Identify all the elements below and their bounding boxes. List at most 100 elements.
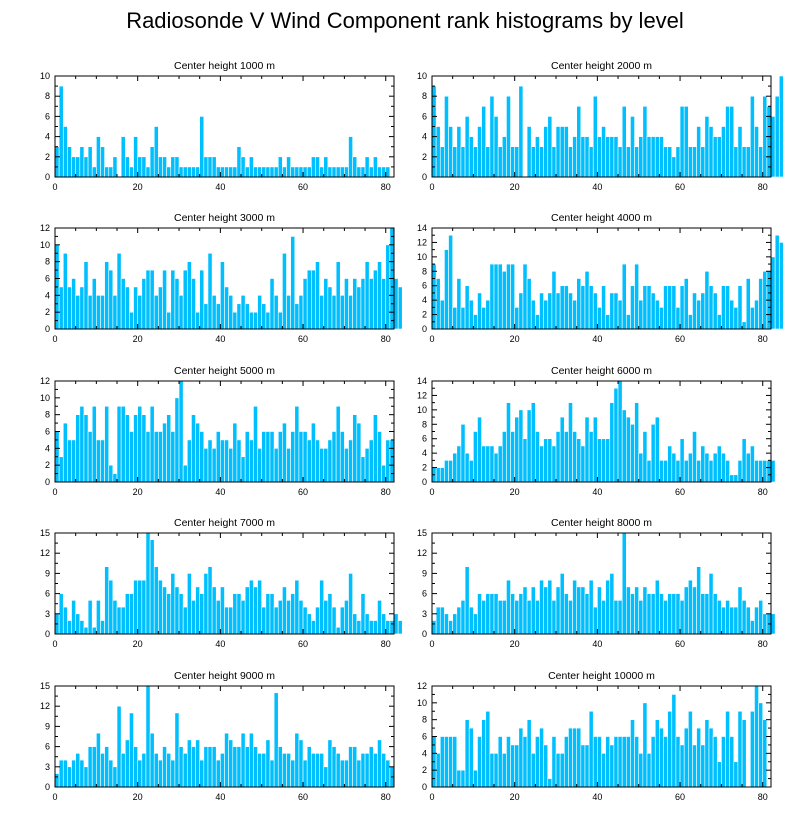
- histogram-bar: [729, 105, 735, 178]
- histogram-bar: [306, 439, 312, 483]
- histogram-bar: [195, 586, 200, 635]
- histogram-bar: [257, 448, 263, 483]
- histogram-bar: [708, 573, 714, 635]
- histogram-bar: [630, 116, 635, 178]
- histogram-bar: [646, 753, 652, 788]
- chart-title: Radiosonde V Wind Component rank histogr…: [126, 8, 684, 33]
- histogram-bar: [244, 746, 250, 788]
- histogram-bar: [497, 736, 503, 788]
- histogram-bar: [543, 299, 549, 330]
- histogram-bar: [497, 263, 503, 330]
- histogram-bar: [58, 286, 64, 330]
- histogram-bar: [286, 156, 291, 178]
- histogram-bar: [87, 146, 93, 178]
- histogram-bar: [551, 736, 557, 788]
- histogram-bar: [634, 736, 640, 788]
- histogram-bar: [298, 739, 304, 788]
- histogram-bar: [158, 286, 163, 330]
- histogram-bar: [290, 236, 296, 330]
- histogram-bar: [683, 278, 689, 330]
- histogram-bar: [228, 448, 234, 483]
- histogram-bar: [277, 746, 283, 788]
- histogram-bar: [601, 600, 606, 635]
- histogram-bar: [439, 606, 445, 635]
- histogram-bar: [306, 166, 312, 178]
- x-tick-label: 80: [381, 792, 391, 802]
- histogram-bar: [191, 166, 196, 178]
- histogram-bar: [729, 299, 735, 330]
- histogram-bar: [356, 620, 362, 635]
- histogram-bar: [448, 620, 453, 635]
- histogram-bar: [158, 156, 163, 178]
- histogram-bar: [626, 314, 631, 330]
- histogram-bar: [559, 753, 565, 788]
- histogram-bar: [733, 761, 739, 788]
- histogram-bar: [203, 746, 209, 788]
- histogram-bar: [377, 261, 382, 330]
- histogram-bar: [539, 146, 544, 178]
- histogram-bar: [273, 295, 279, 330]
- histogram-bar: [733, 606, 739, 635]
- histogram-bar: [112, 600, 118, 635]
- histogram-bar: [348, 295, 353, 330]
- x-tick-label: 60: [298, 182, 308, 192]
- histogram-bar: [576, 278, 582, 330]
- histogram-bar: [253, 166, 258, 178]
- histogram-bar: [207, 156, 213, 178]
- histogram-bar: [294, 166, 300, 178]
- histogram-bar: [675, 460, 681, 483]
- histogram-bar: [617, 299, 623, 330]
- histogram-bar: [642, 105, 648, 178]
- histogram-bar: [120, 278, 126, 330]
- histogram-bar: [232, 593, 238, 635]
- histogram-bar: [518, 409, 524, 483]
- histogram-bar: [153, 753, 159, 788]
- y-tick-label: 6: [422, 589, 427, 599]
- histogram-bar: [273, 606, 279, 635]
- histogram-bar: [621, 263, 627, 330]
- histogram-bar: [257, 579, 263, 635]
- histogram-bar: [526, 278, 532, 330]
- panel-title: Center height 8000 m: [551, 517, 652, 529]
- histogram-bar: [481, 719, 487, 788]
- y-tick-label: 10: [40, 71, 50, 81]
- histogram-bar: [555, 586, 561, 635]
- histogram-bar: [62, 759, 68, 788]
- histogram-bar: [294, 732, 300, 788]
- x-tick-label: 20: [510, 487, 520, 497]
- x-tick-label: 60: [298, 487, 308, 497]
- histogram-bar: [261, 753, 267, 788]
- histogram-bar: [141, 414, 147, 483]
- histogram-bar: [646, 460, 652, 483]
- histogram-bar: [493, 753, 499, 788]
- x-tick-label: 80: [381, 334, 391, 344]
- histogram-svg: Center height 1000 m 0 20 40 60 80 0 2 4 6 8 10: [40, 60, 395, 192]
- y-tick-label: 4: [45, 443, 50, 453]
- x-tick-label: 0: [429, 182, 434, 192]
- x-tick-label: 80: [758, 792, 768, 802]
- histogram-bar: [605, 736, 611, 788]
- x-tick-label: 40: [592, 487, 602, 497]
- histogram-bar: [269, 431, 275, 483]
- histogram-bar: [319, 753, 325, 788]
- histogram-bar: [352, 414, 358, 483]
- histogram-bar: [141, 753, 147, 788]
- histogram-bar: [535, 600, 540, 635]
- histogram-bar: [444, 249, 449, 330]
- histogram-bar: [663, 736, 668, 788]
- histogram-bar: [555, 753, 561, 788]
- histogram-bar: [83, 261, 89, 330]
- histogram-bar: [149, 405, 155, 483]
- histogram-bar: [96, 295, 101, 330]
- histogram-bar: [397, 286, 403, 330]
- histogram-bar: [704, 593, 710, 635]
- histogram-bar: [191, 746, 196, 788]
- histogram-bar: [348, 439, 353, 483]
- histogram-bar: [153, 566, 159, 635]
- histogram-bar: [700, 292, 706, 330]
- histogram-bar: [535, 314, 540, 330]
- histogram-bar: [592, 292, 598, 330]
- histogram-bar: [145, 685, 151, 788]
- histogram-svg: Center height 4000 m 0 20 40 60 80 0 2 4 6 8 10 12 14: [417, 212, 784, 344]
- histogram-bar: [659, 593, 664, 635]
